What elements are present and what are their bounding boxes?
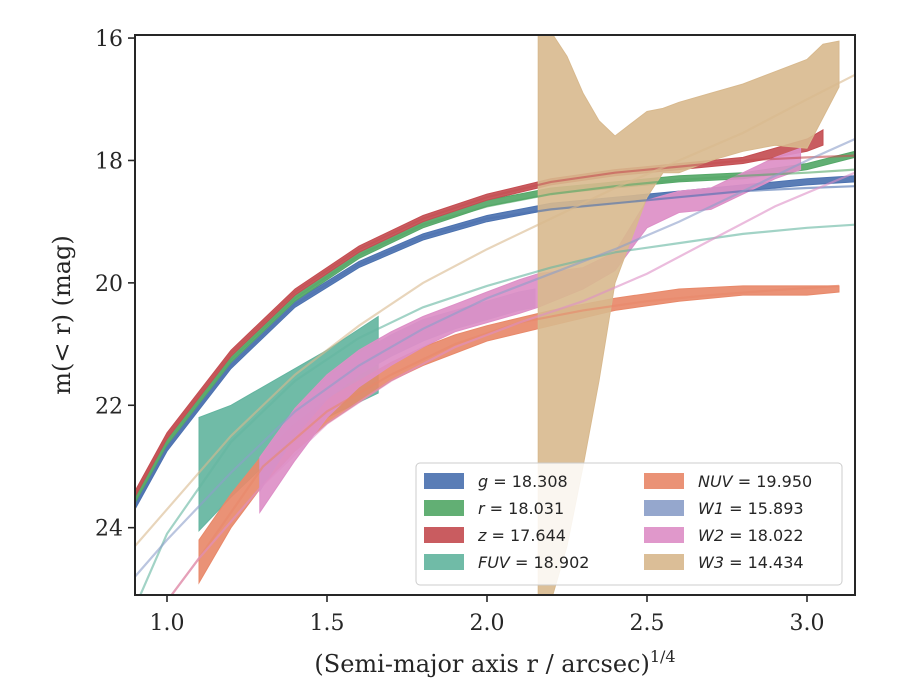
legend-item-g: g = 18.308 [424, 472, 568, 491]
legend-label: r = 18.031 [478, 499, 564, 518]
legend-item-w2: W2 = 18.022 [644, 526, 804, 545]
legend-label: FUV = 18.902 [478, 553, 589, 572]
legend-item-r: r = 18.031 [424, 499, 564, 518]
band-w3 [537, 35, 840, 595]
plot-frame [134, 34, 856, 596]
y-tick-label: 18 [95, 149, 123, 174]
legend-label: g = 18.308 [478, 472, 568, 491]
legend-label: W3 = 14.434 [698, 553, 804, 572]
legend-label: z = 17.644 [477, 526, 566, 545]
x-tick-label: 2.0 [470, 611, 505, 636]
x-tick-label: 3.0 [790, 611, 825, 636]
legend: g = 18.308 r = 18.031 z = 17.644 FUV = 18.9… [415, 462, 843, 586]
x-tick-label: 2.5 [630, 611, 665, 636]
legend-swatch [424, 473, 464, 489]
legend-swatch [644, 500, 684, 516]
band-g [135, 175, 855, 510]
legend-item-w1: W1 = 15.893 [644, 499, 804, 518]
x-axis-label-superscript: 1/4 [650, 647, 676, 666]
legend-box [415, 462, 843, 586]
model-curves [135, 73, 855, 595]
model-curve-fuv [139, 223, 855, 595]
model-curve-w3 [135, 73, 855, 547]
y-tick-label: 16 [95, 27, 123, 52]
legend-label: W1 = 15.893 [698, 499, 804, 518]
legend-swatch [644, 527, 684, 543]
model-curve-w1 [135, 137, 855, 578]
legend-label: W2 = 18.022 [698, 526, 804, 545]
y-tick-label: 20 [95, 272, 123, 297]
model-curve-nuv [170, 284, 840, 595]
legend-item-fuv: FUV = 18.902 [424, 553, 589, 572]
legend-label: NUV = 19.950 [698, 472, 812, 491]
axis-ticks: 1.0 1.5 2.0 2.5 3.0 16 18 20 22 24 [95, 27, 825, 636]
legend-swatch [424, 554, 464, 570]
x-tick-label: 1.0 [150, 611, 185, 636]
legend-swatch [644, 554, 684, 570]
x-tick-label: 1.5 [310, 611, 345, 636]
legend-item-z: z = 17.644 [424, 526, 566, 545]
x-axis-label-main: (Semi-major axis r / arcsec) [314, 650, 649, 678]
legend-item-w3: W3 = 14.434 [644, 553, 804, 572]
legend-swatch [644, 473, 684, 489]
model-curve-r [135, 168, 855, 501]
model-curve-w2 [170, 171, 855, 595]
y-tick-label: 22 [95, 394, 123, 419]
legend-item-nuv: NUV = 19.950 [644, 472, 812, 491]
model-curve-z [135, 154, 855, 495]
legend-swatch [424, 527, 464, 543]
y-axis-label: m(< r) (mag) [48, 235, 76, 394]
x-axis-label: (Semi-major axis r / arcsec)1/4 [314, 647, 675, 678]
band-w2 [259, 147, 802, 515]
legend-swatch [424, 500, 464, 516]
y-tick-label: 24 [95, 517, 123, 542]
